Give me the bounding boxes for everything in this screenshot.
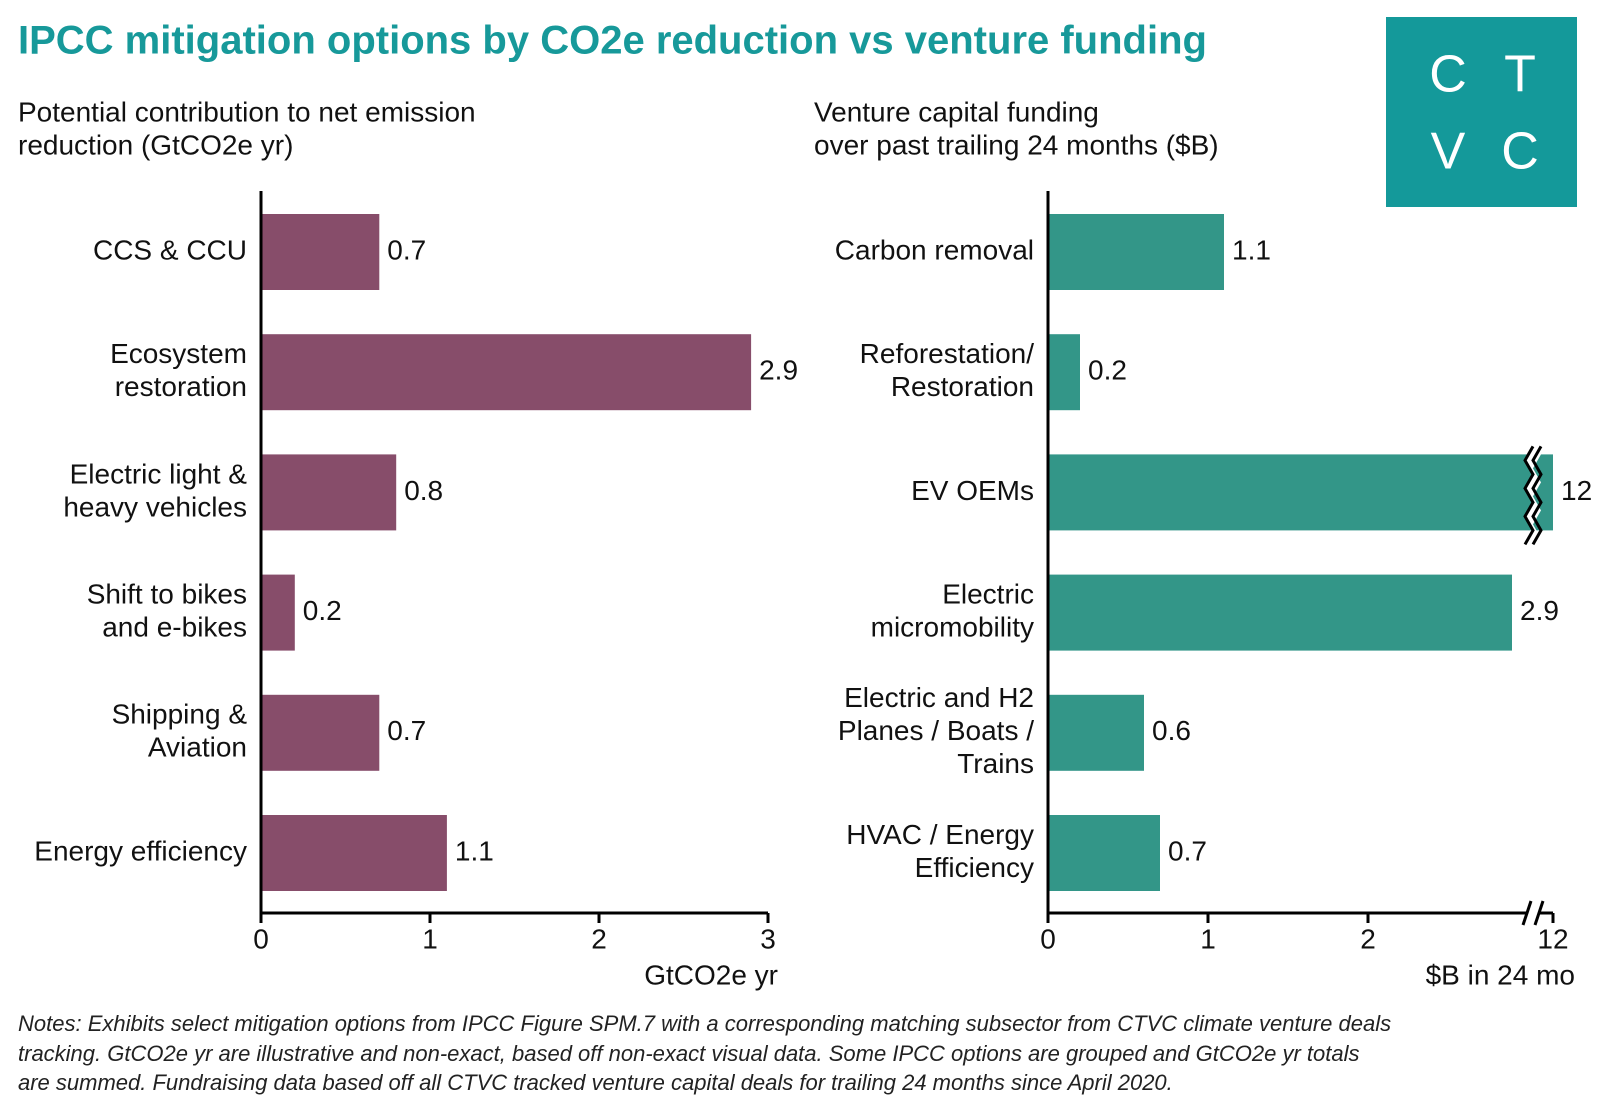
bar (1048, 454, 1553, 531)
bar (1048, 815, 1160, 891)
value-label: 2.9 (1520, 595, 1559, 626)
note: Notes: Exhibits select mitigation option… (18, 1011, 1391, 1036)
y-tick-label: Shipping & (112, 699, 248, 730)
value-label: 1.1 (455, 835, 494, 866)
bar (1048, 334, 1080, 411)
x-axis-title: $B in 24 mo (1426, 959, 1575, 990)
bar (261, 214, 380, 290)
bar (261, 454, 397, 531)
x-tick-label: 12 (1537, 923, 1568, 954)
x-tick-label: 1 (1200, 923, 1216, 954)
note: tracking. GtCO2e yr are illustrative and… (18, 1041, 1359, 1066)
page-title: IPCC mitigation options by CO2e reductio… (18, 19, 1207, 63)
y-tick-label: Electric (942, 578, 1034, 609)
y-tick-label: Shift to bikes (87, 578, 247, 609)
y-tick-label: Ecosystem (110, 338, 247, 369)
bar (261, 334, 752, 411)
bar (261, 815, 447, 891)
logo-box (1386, 17, 1577, 207)
value-label: 0.2 (303, 595, 342, 626)
x-tick-label: 3 (760, 923, 776, 954)
value-label: 12 (1561, 475, 1592, 506)
break-mark (1531, 445, 1543, 546)
y-tick-label: Trains (957, 748, 1034, 779)
axis-break-mark (1521, 900, 1533, 926)
y-tick-label: Aviation (148, 732, 247, 763)
value-label: 0.7 (387, 234, 426, 265)
chart-subtitle: Venture capital funding (814, 96, 1099, 127)
y-tick-label: CCS & CCU (93, 234, 247, 265)
x-tick-label: 2 (591, 923, 607, 954)
bar (261, 694, 380, 771)
x-tick-label: 1 (422, 923, 438, 954)
y-tick-label: Carbon removal (835, 234, 1034, 265)
chart-subtitle: over past trailing 24 months ($B) (814, 129, 1219, 160)
axis-break-mark (1533, 900, 1545, 926)
y-tick-label: Reforestation/ (860, 338, 1035, 369)
y-tick-label: Planes / Boats / (838, 715, 1034, 746)
y-tick-label: HVAC / Energy (846, 819, 1034, 850)
bar (1048, 694, 1144, 771)
x-tick-label: 0 (253, 923, 269, 954)
y-tick-label: Restoration (891, 371, 1034, 402)
y-tick-label: micromobility (871, 611, 1034, 642)
y-tick-label: Efficiency (915, 852, 1034, 883)
value-label: 0.8 (404, 475, 443, 506)
value-label: 2.9 (759, 355, 798, 386)
axis-break-gap (1527, 910, 1539, 916)
bar (261, 574, 295, 651)
chart-subtitle: Potential contribution to net emission (18, 96, 476, 127)
logo-letter: C (1429, 46, 1467, 104)
y-tick-label: Electric light & (70, 458, 248, 489)
y-tick-label: Energy efficiency (34, 835, 247, 866)
note: are summed. Fundraising data based off a… (18, 1070, 1173, 1095)
y-tick-label: EV OEMs (911, 475, 1034, 506)
y-tick-label: heavy vehicles (63, 491, 247, 522)
logo-letter: T (1504, 46, 1536, 104)
logo-letter: V (1431, 123, 1466, 181)
break-mark (1523, 445, 1535, 546)
value-label: 0.7 (1168, 835, 1207, 866)
x-tick-label: 2 (1360, 923, 1376, 954)
bar (1048, 214, 1224, 290)
chart-subtitle: reduction (GtCO2e yr) (18, 129, 293, 160)
value-label: 1.1 (1232, 234, 1271, 265)
bar (1048, 574, 1512, 651)
x-axis-title: GtCO2e yr (644, 959, 778, 990)
x-tick-label: 0 (1040, 923, 1056, 954)
y-tick-label: and e-bikes (102, 611, 247, 642)
y-tick-label: restoration (115, 371, 247, 402)
y-tick-label: Electric and H2 (844, 682, 1034, 713)
value-label: 0.6 (1152, 715, 1191, 746)
value-label: 0.2 (1088, 355, 1127, 386)
logo-letter: C (1501, 123, 1539, 181)
value-label: 0.7 (387, 715, 426, 746)
